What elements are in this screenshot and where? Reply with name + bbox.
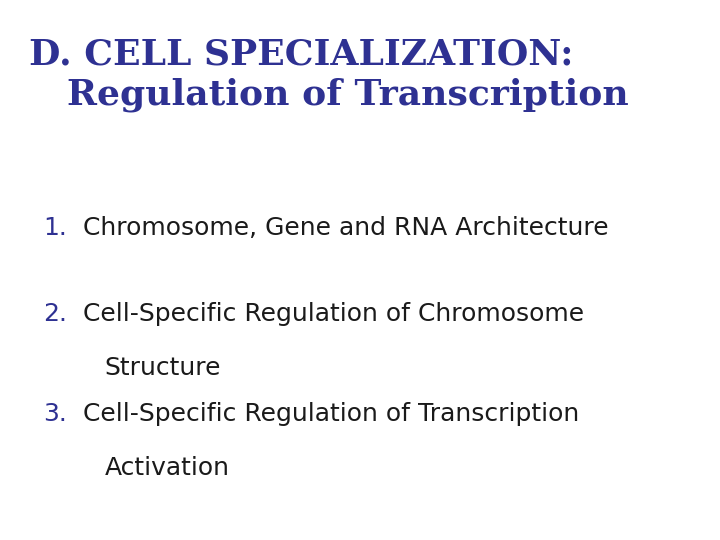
Text: Chromosome, Gene and RNA Architecture: Chromosome, Gene and RNA Architecture [83, 216, 608, 240]
Text: 3.: 3. [43, 402, 67, 426]
Text: 1.: 1. [43, 216, 67, 240]
Text: Cell-Specific Regulation of Transcription: Cell-Specific Regulation of Transcriptio… [83, 402, 579, 426]
Text: 2.: 2. [43, 302, 67, 326]
Text: Structure: Structure [104, 356, 221, 380]
Text: D. CELL SPECIALIZATION:
   Regulation of Transcription: D. CELL SPECIALIZATION: Regulation of Tr… [29, 38, 629, 112]
Text: Cell-Specific Regulation of Chromosome: Cell-Specific Regulation of Chromosome [83, 302, 584, 326]
Text: Activation: Activation [104, 456, 230, 480]
